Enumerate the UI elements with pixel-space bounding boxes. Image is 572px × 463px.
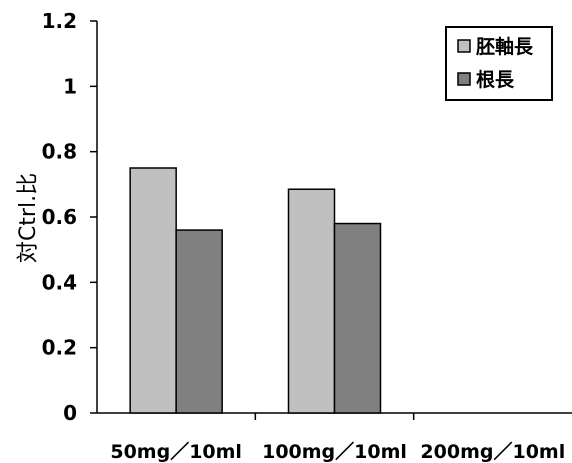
legend: 胚軸長 根長 — [445, 26, 553, 101]
y-tick-label: 1 — [63, 74, 77, 98]
y-tick-label: 0.8 — [42, 140, 77, 164]
legend-swatch-root — [457, 72, 471, 86]
y-tick-label: 0.2 — [42, 336, 77, 360]
legend-box — [445, 26, 553, 101]
y-axis-label: 対Ctrl.比 — [16, 173, 41, 263]
y-axis: 0 0.2 0.4 0.6 0.8 1 1.2 — [42, 9, 98, 425]
y-tick-label: 1.2 — [42, 9, 77, 33]
x-category-label: 100mg／10ml — [262, 440, 407, 463]
x-category-label: 50mg／10ml — [110, 440, 242, 463]
y-tick-label: 0 — [63, 401, 77, 425]
legend-label-root: 根長 — [476, 68, 515, 91]
bar-root-length — [333, 222, 382, 414]
bar-hypocotyl-length — [129, 167, 177, 414]
y-tick-label: 0.6 — [42, 205, 77, 229]
x-axis: 50mg／10ml 100mg／10ml 200mg／10ml — [97, 412, 572, 463]
y-tick-label: 0.4 — [42, 270, 77, 294]
legend-swatch-hypocotyl — [457, 39, 471, 53]
bar-hypocotyl-length — [287, 188, 336, 414]
legend-label-hypocotyl: 胚軸長 — [475, 35, 534, 58]
x-category-label: 200mg／10ml — [420, 440, 565, 463]
bar-root-length — [175, 229, 223, 414]
bars — [129, 167, 382, 414]
